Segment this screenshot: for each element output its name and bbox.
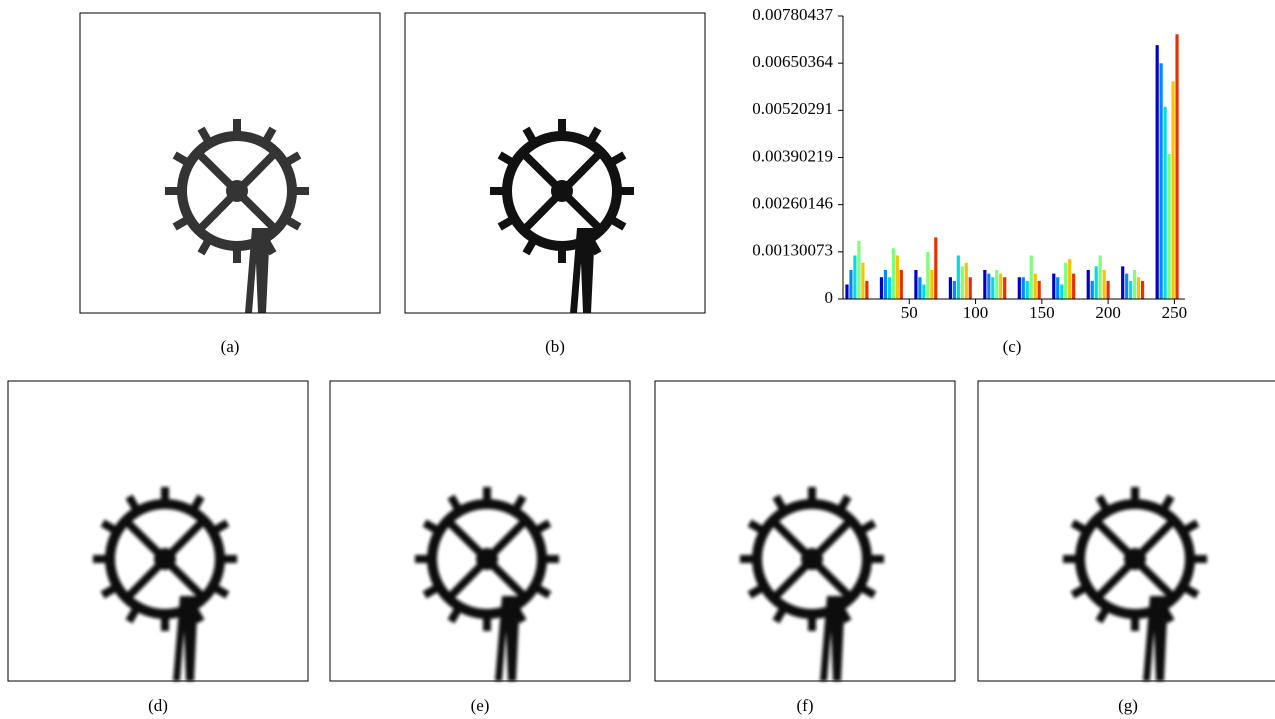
bar xyxy=(1018,277,1021,299)
bar xyxy=(1125,274,1128,299)
bar xyxy=(1168,154,1171,299)
x-tick-label: 150 xyxy=(1029,303,1055,322)
panel-d xyxy=(8,381,308,681)
bar xyxy=(1160,63,1163,299)
bar xyxy=(1156,45,1159,299)
bar xyxy=(922,284,925,299)
y-tick-label: 0.00130073 xyxy=(752,241,833,260)
x-tick-label: 50 xyxy=(901,303,918,322)
bar xyxy=(1107,281,1110,299)
bar xyxy=(1171,81,1174,299)
bar xyxy=(1133,270,1136,299)
panel-f xyxy=(655,381,955,681)
bar xyxy=(969,277,972,299)
bar xyxy=(949,277,952,299)
panel-e xyxy=(330,381,630,681)
bar xyxy=(857,241,860,299)
caption: (g) xyxy=(1118,696,1138,715)
panel-a xyxy=(80,13,380,313)
bar xyxy=(914,270,917,299)
bar xyxy=(1026,281,1029,299)
bar xyxy=(987,274,990,299)
bar xyxy=(1175,34,1178,299)
bar xyxy=(1095,266,1098,299)
bar xyxy=(1060,284,1063,299)
bar xyxy=(1091,281,1094,299)
bar xyxy=(1129,281,1132,299)
bar xyxy=(900,270,903,299)
bar xyxy=(1087,270,1090,299)
y-tick-label: 0 xyxy=(825,288,834,307)
bar xyxy=(961,266,964,299)
bar xyxy=(888,277,891,299)
panel-g xyxy=(978,381,1275,681)
bar xyxy=(849,270,852,299)
bar xyxy=(995,270,998,299)
bar xyxy=(1068,259,1071,299)
bar xyxy=(999,274,1002,299)
bar xyxy=(1056,277,1059,299)
bar xyxy=(880,277,883,299)
bar xyxy=(1064,263,1067,299)
bar xyxy=(918,277,921,299)
bar xyxy=(930,270,933,299)
bar xyxy=(953,281,956,299)
figure: (a) (b) (c) (d) (e) (f) (g) 0 0.00130073 0… xyxy=(0,0,1275,719)
bar xyxy=(845,284,848,299)
caption: (d) xyxy=(148,696,168,715)
bar xyxy=(884,270,887,299)
y-tick-label: 0.00650364 xyxy=(752,52,833,71)
caption: (a) xyxy=(221,337,240,356)
caption: (f) xyxy=(797,696,814,715)
bar xyxy=(1103,270,1106,299)
bar xyxy=(1072,274,1075,299)
bar xyxy=(965,263,968,299)
x-tick-label: 250 xyxy=(1162,303,1188,322)
bar xyxy=(1121,266,1124,299)
caption: (e) xyxy=(471,696,490,715)
panel-b xyxy=(405,13,705,313)
bar xyxy=(983,270,986,299)
bar xyxy=(1030,255,1033,299)
x-tick-label: 200 xyxy=(1095,303,1121,322)
caption: (b) xyxy=(545,337,565,356)
bar xyxy=(1022,277,1025,299)
bar xyxy=(1141,281,1144,299)
y-tick-label: 0.00520291 xyxy=(752,99,833,118)
bar xyxy=(926,252,929,299)
bar xyxy=(853,255,856,299)
x-tick-label: 100 xyxy=(963,303,989,322)
y-tick-label: 0.00260146 xyxy=(752,194,833,213)
bar xyxy=(934,237,937,299)
caption: (c) xyxy=(1003,337,1022,356)
bar xyxy=(896,255,899,299)
bar xyxy=(1137,277,1140,299)
bar xyxy=(1052,274,1055,299)
bar xyxy=(957,255,960,299)
bar xyxy=(1164,107,1167,299)
bar xyxy=(861,263,864,299)
bar xyxy=(1099,255,1102,299)
bar xyxy=(991,277,994,299)
bar xyxy=(1003,277,1006,299)
bar xyxy=(865,281,868,299)
y-tick-label: 0.00780437 xyxy=(752,5,833,24)
bar xyxy=(1038,281,1041,299)
y-tick-label: 0.00390219 xyxy=(752,146,833,165)
bar xyxy=(1034,274,1037,299)
bar xyxy=(892,248,895,299)
